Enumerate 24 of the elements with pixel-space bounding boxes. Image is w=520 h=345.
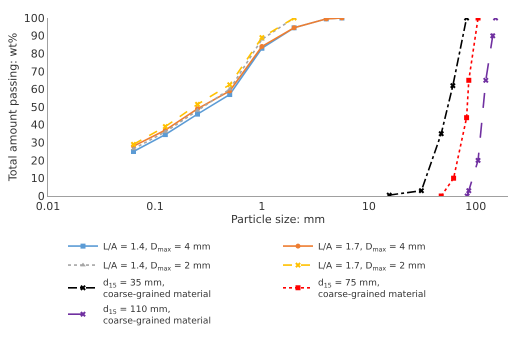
y-tick-label: 80 [30,47,45,60]
legend-label: d$_{15}$ = 75 mm, coarse-grained material [318,278,426,300]
x-tick-label: 0.1 [146,200,164,214]
y-tick-label: 100 [24,12,45,25]
x-tick-label: 1 [258,200,266,214]
y-tick-label: 40 [30,118,45,132]
x-axis-title: Particle size: mm [230,213,326,226]
legend-label: L/A = 1.4, D$_{max}$ = 4 mm [103,242,211,254]
x-tick-label: 0.01 [36,200,60,214]
x-tick-label: 100 [465,200,486,214]
y-tick-label: 90 [30,30,45,43]
legend-label: L/A = 1.7, D$_{max}$ = 4 mm [318,242,426,254]
y-tick-label: 30 [30,136,45,150]
x-tick-label: 10 [362,200,376,214]
y-tick-label: 10 [30,172,45,186]
y-tick-label: 0 [38,190,45,203]
legend-label: L/A = 1.7, D$_{max}$ = 2 mm [318,262,426,272]
y-axis-title: Total amount passing: wt% [6,32,20,182]
legend-label: L/A = 1.4, D$_{max}$ = 2 mm [103,262,211,272]
y-tick-label: 70 [30,65,45,78]
y-tick-label: 60 [30,83,45,96]
y-tick-label: 20 [30,154,45,168]
legend-label: d$_{15}$ = 110 mm, coarse-grained material [103,304,211,327]
y-tick-label: 50 [30,100,45,114]
